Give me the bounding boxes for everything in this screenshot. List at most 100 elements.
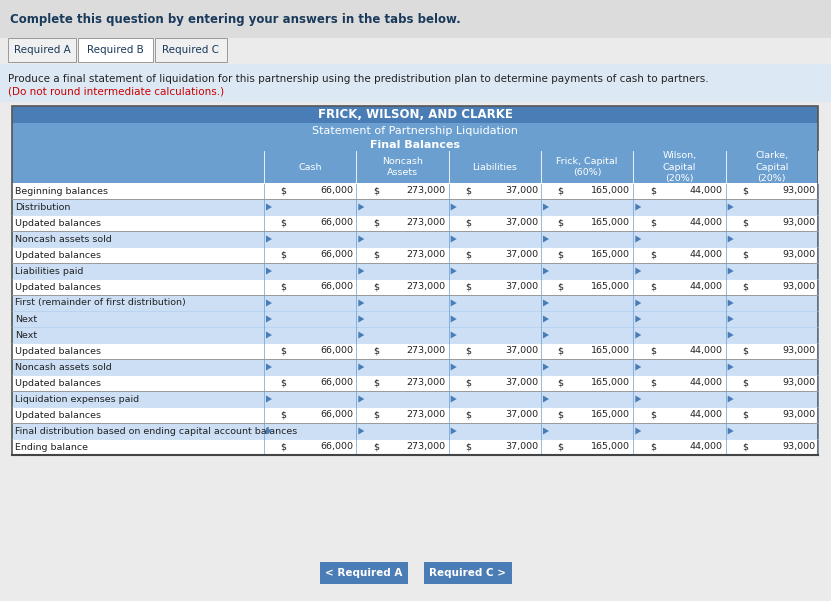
Bar [12,359,818,375]
Polygon shape [358,267,364,275]
Polygon shape [450,427,457,435]
Bar [12,407,818,423]
Text: Ending balance: Ending balance [15,442,88,451]
Text: Statement of Partnership Liquidation: Statement of Partnership Liquidation [312,126,518,135]
Bar [8,38,76,62]
Text: Updated balances: Updated balances [15,379,101,388]
Text: 66,000: 66,000 [320,282,353,291]
Polygon shape [636,267,642,275]
Text: FRICK, WILSON, AND CLARKE: FRICK, WILSON, AND CLARKE [317,108,513,121]
Text: $: $ [742,186,748,195]
Polygon shape [636,236,642,242]
Text: < Required A: < Required A [325,568,402,578]
Text: Clarke,
Capital
(20%): Clarke, Capital (20%) [755,151,789,183]
Text: $: $ [281,442,287,451]
Text: 44,000: 44,000 [690,442,723,451]
Text: $: $ [465,219,471,228]
Text: $: $ [465,410,471,419]
Text: 44,000: 44,000 [690,219,723,228]
Text: $: $ [373,442,379,451]
Polygon shape [450,395,457,403]
Polygon shape [636,316,642,323]
Text: $: $ [281,186,287,195]
Text: $: $ [650,442,656,451]
Polygon shape [543,395,549,403]
Text: Next: Next [15,314,37,323]
Bar [0,0,831,38]
Text: $: $ [465,251,471,260]
Text: $: $ [650,219,656,228]
Text: Distribution: Distribution [15,203,71,212]
Text: $: $ [558,442,563,451]
Text: 37,000: 37,000 [505,410,538,419]
Text: $: $ [373,282,379,291]
Text: Liabilities: Liabilities [472,162,517,171]
Polygon shape [728,364,734,370]
Text: Updated balances: Updated balances [15,251,101,260]
Text: 93,000: 93,000 [782,410,815,419]
Text: Required C >: Required C > [429,568,506,578]
Text: 37,000: 37,000 [505,219,538,228]
Text: $: $ [558,410,563,419]
Text: 165,000: 165,000 [592,282,631,291]
Text: 165,000: 165,000 [592,251,631,260]
Bar [12,183,818,199]
Text: 44,000: 44,000 [690,282,723,291]
Bar [12,327,818,343]
Text: 273,000: 273,000 [406,347,445,356]
Polygon shape [450,364,457,370]
Polygon shape [543,364,549,370]
Text: $: $ [373,251,379,260]
Bar [12,231,818,247]
Text: 273,000: 273,000 [406,251,445,260]
Text: Required C: Required C [163,45,219,55]
Polygon shape [543,316,549,323]
Text: 66,000: 66,000 [320,410,353,419]
Polygon shape [543,427,549,435]
Text: Noncash assets sold: Noncash assets sold [15,234,111,243]
Bar [12,311,818,327]
Bar [78,38,153,62]
Bar [12,263,818,279]
Polygon shape [450,204,457,210]
Polygon shape [728,204,734,210]
Text: Liabilities paid: Liabilities paid [15,266,83,275]
Bar [12,138,818,151]
Text: $: $ [465,282,471,291]
Bar [12,279,818,295]
Text: $: $ [373,410,379,419]
Text: 66,000: 66,000 [320,251,353,260]
Text: $: $ [373,379,379,388]
Polygon shape [266,364,272,370]
Text: $: $ [465,186,471,195]
Bar [12,247,818,263]
Polygon shape [358,204,364,210]
Text: 37,000: 37,000 [505,186,538,195]
Polygon shape [266,267,272,275]
Text: Updated balances: Updated balances [15,347,101,356]
Text: $: $ [558,186,563,195]
Text: $: $ [558,379,563,388]
Text: 93,000: 93,000 [782,282,815,291]
Polygon shape [266,332,272,338]
Text: Final distribution based on ending capital account balances: Final distribution based on ending capit… [15,427,297,436]
Polygon shape [636,332,642,338]
Polygon shape [728,395,734,403]
Text: $: $ [281,251,287,260]
Text: Wilson,
Capital
(20%): Wilson, Capital (20%) [662,151,696,183]
Text: $: $ [465,442,471,451]
Text: $: $ [650,251,656,260]
Bar [12,106,818,455]
Text: 93,000: 93,000 [782,219,815,228]
Polygon shape [728,332,734,338]
Text: 66,000: 66,000 [320,379,353,388]
Text: Beginning balances: Beginning balances [15,186,108,195]
Text: (Do not round intermediate calculations.): (Do not round intermediate calculations.… [8,87,224,97]
Polygon shape [450,267,457,275]
Polygon shape [358,364,364,370]
Text: $: $ [742,442,748,451]
Text: $: $ [281,347,287,356]
Bar [12,295,818,311]
Polygon shape [636,395,642,403]
Text: 93,000: 93,000 [782,379,815,388]
